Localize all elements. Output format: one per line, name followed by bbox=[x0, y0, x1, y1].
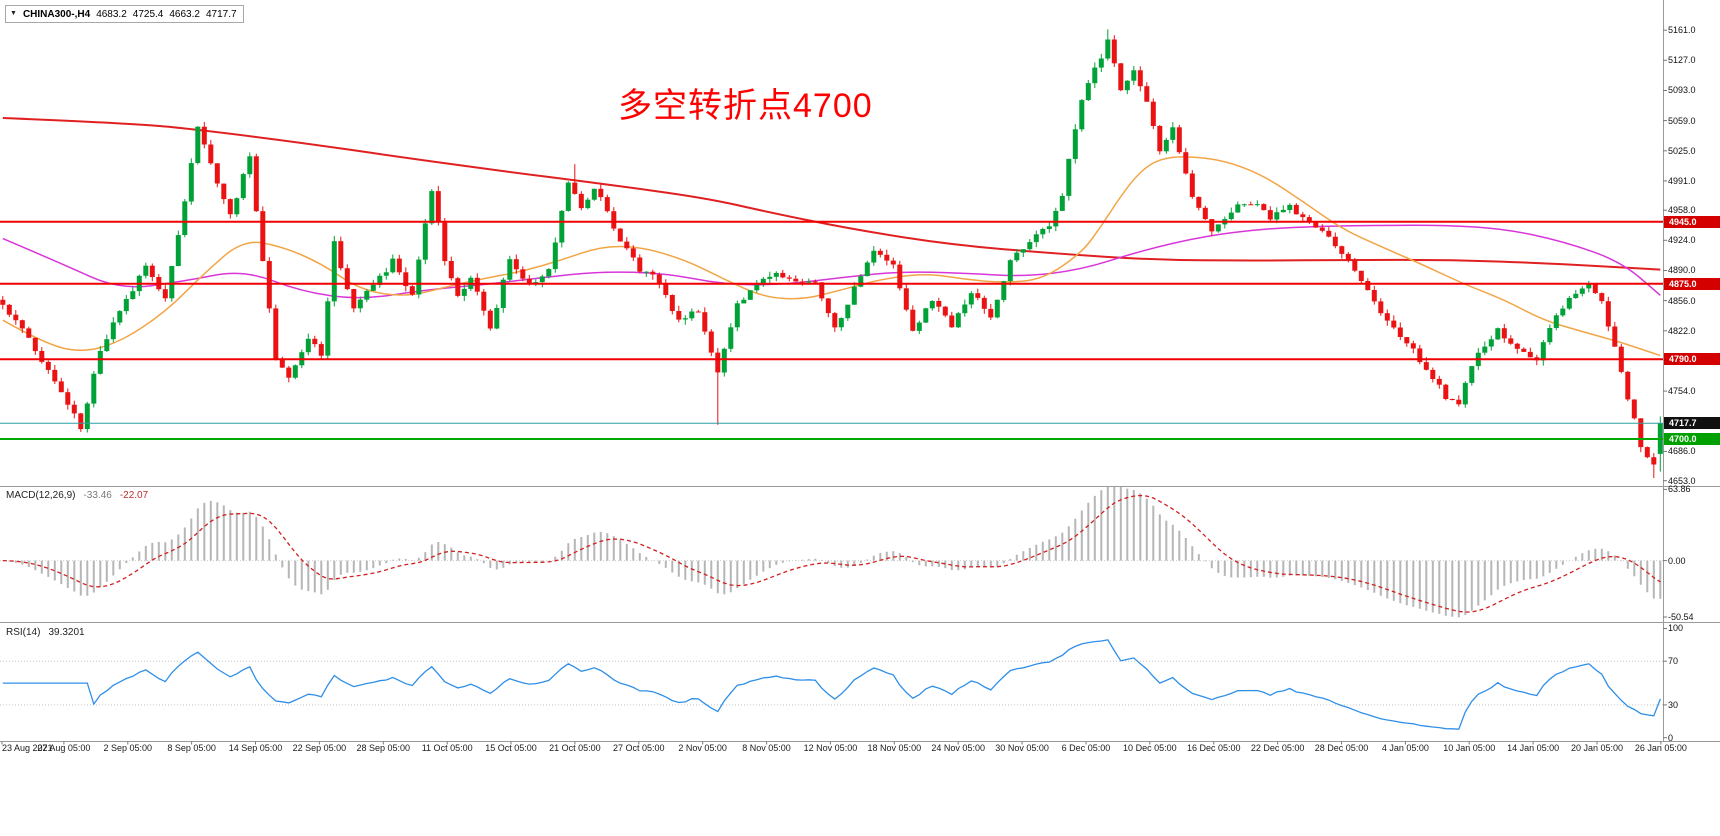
x-axis-label: 16 Dec 05:00 bbox=[1186, 743, 1241, 753]
x-axis-label: 22 Sep 05:00 bbox=[292, 743, 347, 753]
x-axis-label: 14 Sep 05:00 bbox=[228, 743, 283, 753]
ma-fast-orange-line bbox=[2, 156, 1661, 357]
x-axis-label: 12 Nov 05:00 bbox=[803, 743, 858, 753]
rsi-name: RSI(14) bbox=[6, 627, 41, 638]
x-axis-label: 14 Jan 05:00 bbox=[1507, 743, 1560, 753]
price-axis-tick: 4924.0 bbox=[1668, 235, 1696, 246]
price-axis-tick: 4890.0 bbox=[1668, 265, 1696, 276]
rsi-axis-tick: 100 bbox=[1668, 623, 1684, 634]
rsi-axis-tick: 70 bbox=[1668, 656, 1679, 667]
macd-signal-line bbox=[2, 494, 1661, 613]
x-axis-label: 22 Dec 05:00 bbox=[1250, 743, 1305, 753]
rsi-pane[interactable] bbox=[0, 639, 1663, 730]
symbol-timeframe: CHINA300-,H4 bbox=[22, 8, 91, 20]
price-badge-4717.7: 4717.7 bbox=[1664, 417, 1720, 430]
x-axis-label: 20 Jan 05:00 bbox=[1570, 743, 1624, 753]
x-axis-label: 8 Nov 05:00 bbox=[742, 743, 791, 753]
macd-signal-value: -22.07 bbox=[119, 490, 149, 501]
price-axis-tick: 4686.0 bbox=[1668, 446, 1696, 457]
price-badge-4945.0: 4945.0 bbox=[1664, 215, 1720, 228]
macd-axis-tick: 63.86 bbox=[1668, 484, 1691, 495]
price-axis-tick: 5093.0 bbox=[1668, 85, 1696, 96]
chart-annotation-text: 多空转折点4700 bbox=[618, 87, 873, 125]
rsi-axis-tick: 30 bbox=[1668, 699, 1679, 710]
macd-axis-tick: 0.00 bbox=[1668, 555, 1686, 566]
x-axis-label: 27 Aug 05:00 bbox=[37, 743, 91, 753]
x-axis-label: 10 Jan 05:00 bbox=[1443, 743, 1496, 753]
macd-name: MACD(12,26,9) bbox=[6, 490, 76, 501]
x-axis-label: 23 Aug 2021 bbox=[2, 743, 53, 753]
x-axis-label: 30 Nov 05:00 bbox=[995, 743, 1049, 753]
rsi-line bbox=[2, 639, 1661, 730]
ma-slow-red-line bbox=[2, 117, 1661, 271]
price-badge-4875.0: 4875.0 bbox=[1664, 277, 1720, 290]
rsi-indicator-label: RSI(14) 39.3201 bbox=[6, 627, 85, 638]
price-axis-tick: 5059.0 bbox=[1668, 115, 1696, 126]
bar-low: 4663.2 bbox=[169, 8, 200, 20]
bar-close: 4717.7 bbox=[205, 8, 237, 20]
macd-indicator-label: MACD(12,26,9) -33.46 -22.07 bbox=[6, 490, 148, 501]
price-axis-tick: 4958.0 bbox=[1668, 205, 1696, 216]
macd-pane[interactable] bbox=[0, 484, 1663, 618]
x-axis-label: 28 Dec 05:00 bbox=[1314, 743, 1369, 753]
x-axis-label: 15 Oct 05:00 bbox=[485, 743, 537, 753]
price-badge-4700.0: 4700.0 bbox=[1664, 432, 1720, 445]
price-axis-tick: 5025.0 bbox=[1668, 145, 1696, 156]
bar-open: 4683.2 bbox=[96, 8, 127, 20]
x-axis-label: 11 Oct 05:00 bbox=[421, 743, 473, 753]
macd-axis-tick: -50.54 bbox=[1668, 612, 1694, 623]
x-axis-label: 2 Nov 05:00 bbox=[678, 743, 727, 753]
x-axis-label: 21 Oct 05:00 bbox=[549, 743, 601, 753]
chevron-down-icon[interactable]: ▼ bbox=[10, 10, 17, 17]
symbol-info-box[interactable]: ▼ CHINA300-,H4 4683.2 4725.4 4663.2 4717… bbox=[5, 5, 244, 23]
price-badge-4790.0: 4790.0 bbox=[1664, 353, 1720, 366]
macd-main-value: -33.46 bbox=[83, 490, 112, 501]
price-axis-tick: 4991.0 bbox=[1668, 175, 1696, 186]
rsi-value: 39.3201 bbox=[48, 627, 85, 638]
x-axis-label: 4 Jan 05:00 bbox=[1381, 743, 1429, 753]
x-axis-label: 8 Sep 05:00 bbox=[167, 743, 216, 753]
bar-high: 4725.4 bbox=[132, 8, 164, 20]
price-pane[interactable] bbox=[0, 29, 1663, 478]
x-axis-label: 27 Oct 05:00 bbox=[613, 743, 665, 753]
price-axis-tick: 4754.0 bbox=[1668, 386, 1696, 397]
x-axis-label: 10 Dec 05:00 bbox=[1123, 743, 1177, 753]
x-axis-label: 18 Nov 05:00 bbox=[867, 743, 922, 753]
x-axis-label: 26 Jan 05:00 bbox=[1634, 743, 1687, 753]
rsi-axis-tick: 0 bbox=[1668, 732, 1674, 743]
price-axis-tick: 5127.0 bbox=[1668, 55, 1696, 66]
x-axis-label: 2 Sep 05:00 bbox=[103, 743, 153, 753]
price-axis-tick: 4822.0 bbox=[1668, 325, 1696, 336]
price-axis-tick: 4856.0 bbox=[1668, 295, 1696, 306]
x-axis-label: 28 Sep 05:00 bbox=[356, 743, 411, 753]
x-axis-label: 24 Nov 05:00 bbox=[931, 743, 985, 753]
x-axis-label: 6 Dec 05:00 bbox=[1061, 743, 1111, 753]
price-axis-tick: 4653.0 bbox=[1668, 475, 1696, 486]
ma-mid-magenta-line bbox=[2, 224, 1661, 299]
price-axis-tick: 5161.0 bbox=[1668, 25, 1696, 36]
